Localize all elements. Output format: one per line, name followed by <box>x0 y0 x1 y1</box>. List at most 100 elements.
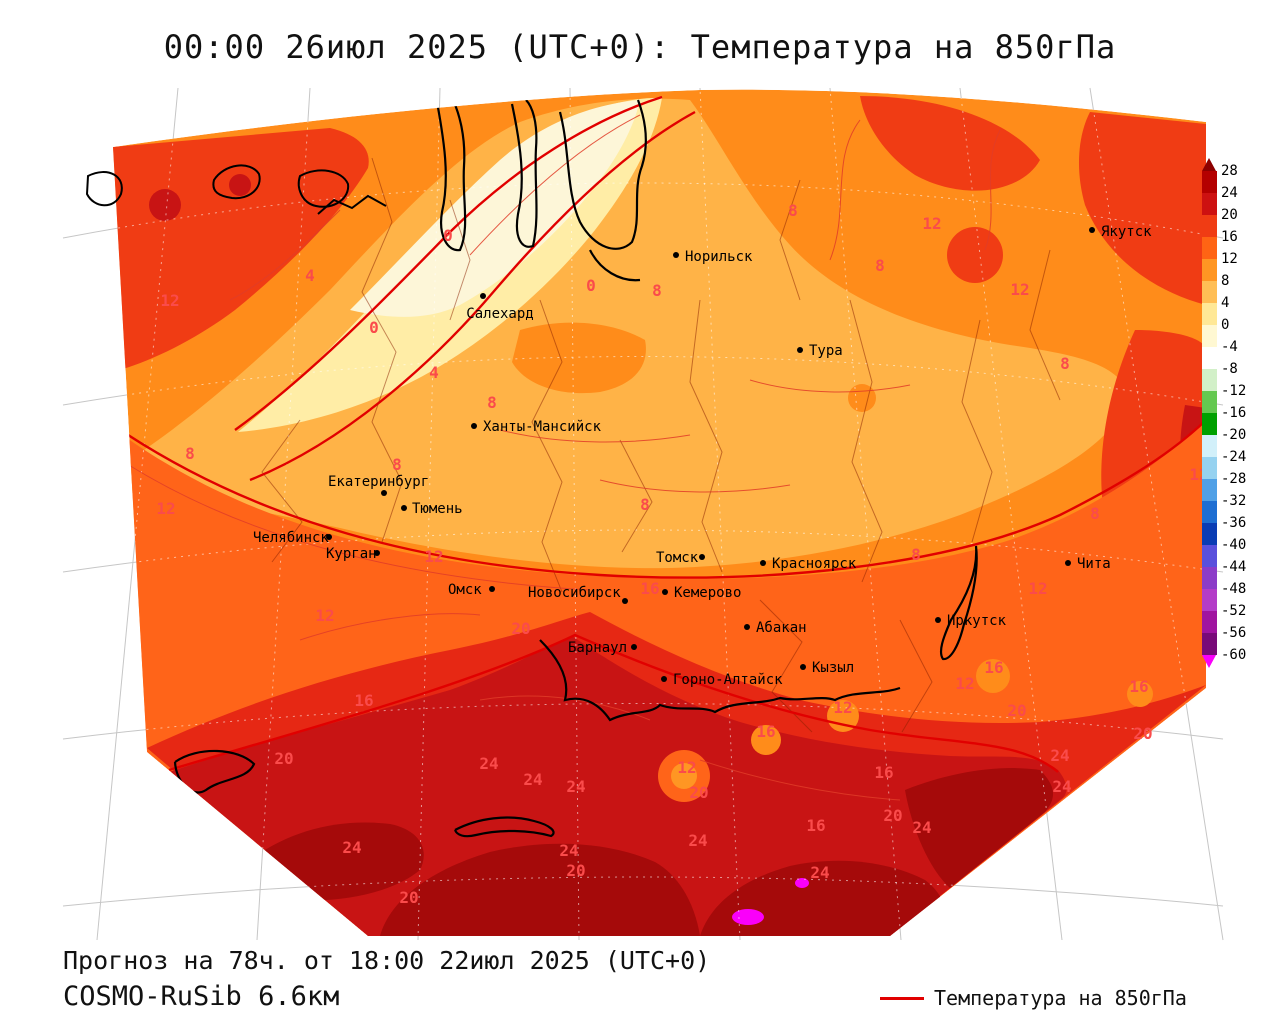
contour-value-label: 20 <box>274 749 293 768</box>
contour-value-label: 20 <box>1007 701 1026 720</box>
band-12-16-ne <box>860 96 1040 191</box>
contour-value-label: 24 <box>566 777 585 796</box>
contour-value-label: 12 <box>315 606 334 625</box>
contour-value-label: 24 <box>1052 777 1071 796</box>
colorbar-segment <box>1202 215 1217 237</box>
coastline-islands <box>85 164 387 215</box>
band-24-28 <box>905 768 1054 888</box>
city-label: Новосибирск <box>528 585 621 601</box>
colorbar-segment <box>1202 435 1217 457</box>
graticule-dashed <box>113 89 1206 936</box>
contour-value-label: 4 <box>429 363 439 382</box>
colorbar-segment <box>1202 325 1217 347</box>
contour-value-label: 12 <box>424 547 443 566</box>
contour-value-label: 8 <box>652 281 662 300</box>
colorbar-tick-label: -56 <box>1221 625 1247 641</box>
model-info: COSMO-RuSib 6.6км <box>63 981 340 1012</box>
city-dot <box>622 598 628 604</box>
city-dot <box>662 589 668 595</box>
contour-value-label: 8 <box>911 545 921 564</box>
colorbar-tick-label: 16 <box>1221 229 1238 245</box>
red-spot <box>229 174 251 196</box>
temperature-field <box>113 89 1206 936</box>
colorbar-tick-label: -28 <box>1221 471 1247 487</box>
contour-value-label: 16 <box>806 816 825 835</box>
colorbar-tick-label: 12 <box>1221 251 1238 267</box>
temperature-contours <box>113 95 1206 773</box>
orange-patch <box>512 322 646 394</box>
contour-value-label: 16 <box>874 763 893 782</box>
colorbar-segments <box>1202 171 1217 655</box>
city-dot <box>401 505 407 511</box>
colorbar-segment <box>1202 589 1217 611</box>
colorbar-tick-label: -12 <box>1221 383 1247 399</box>
red-spot <box>149 189 181 221</box>
city-label: Норильск <box>685 249 753 265</box>
contour-value-label: 12 <box>160 291 179 310</box>
colorbar-segment <box>1202 303 1217 325</box>
colorbar-tick-label: -24 <box>1221 449 1247 465</box>
city-label: Тюмень <box>412 501 463 517</box>
contour-value-label: 24 <box>1050 746 1069 765</box>
colorbar-tick-labels: 28 24 20 16 12 8 4 0 -4 -8 -12 -16 -20 -24 -28 -32 -36 -4… <box>1221 158 1265 698</box>
band-28-plus <box>732 909 764 925</box>
colorbar-tick-label: -40 <box>1221 537 1247 553</box>
contour-value-label: 20 <box>689 783 708 802</box>
colorbar-tick-label: -60 <box>1221 647 1247 663</box>
colorbar-tick-label: -4 <box>1221 339 1238 355</box>
city-label: Горно-Алтайск <box>673 672 783 688</box>
colorbar-tick-label: -16 <box>1221 405 1247 421</box>
city-dot <box>471 423 477 429</box>
contour-value-label: 12 <box>1028 579 1047 598</box>
contour-value-label: 8 <box>1060 354 1070 373</box>
contour-value-label: 12 <box>1010 280 1029 299</box>
contour-value-label: 12 <box>156 499 175 518</box>
cool-pocket <box>671 763 697 789</box>
city-dot <box>381 490 387 496</box>
colorbar-segment <box>1202 523 1217 545</box>
band-24-28 <box>380 843 700 936</box>
city-label: Чита <box>1077 556 1111 572</box>
contour-value-label: 8 <box>392 455 402 474</box>
legend-label: Температура на 850гПа <box>934 986 1187 1010</box>
colorbar-segment <box>1202 369 1217 391</box>
colorbar-segment <box>1202 281 1217 303</box>
band-12-16-nw <box>113 128 369 372</box>
cool-pocket <box>976 659 1010 693</box>
band-12-16-ne2 <box>1078 112 1206 305</box>
contour-value-label: 8 <box>487 393 497 412</box>
contour-value-label: 12 <box>922 214 941 233</box>
contour-value-label: 0 <box>443 226 453 245</box>
city-label: Кызыл <box>812 660 854 676</box>
contour-value-label: 4 <box>305 266 315 285</box>
city-dot <box>797 347 803 353</box>
colorbar-arrow-down-icon <box>1202 655 1216 668</box>
city-label: Томск <box>656 550 699 566</box>
colorbar-tick-label: -48 <box>1221 581 1247 597</box>
city-dot <box>374 550 380 556</box>
city-label: Омск <box>448 582 482 598</box>
forecast-info: Прогноз на 78ч. от 18:00 22июл 2025 (UTC… <box>63 946 711 975</box>
colorbar-tick-label: 20 <box>1221 207 1238 223</box>
contour-value-label: 12 <box>833 698 852 717</box>
city-label: Ханты-Мансийск <box>483 419 602 435</box>
city-label: Кемерово <box>674 585 741 601</box>
cool-pocket <box>751 725 781 755</box>
colorbar-segment <box>1202 171 1217 193</box>
colorbar-segment <box>1202 479 1217 501</box>
contour-value-label: 24 <box>559 841 578 860</box>
contour-value-label: 12 <box>677 758 696 777</box>
contour-value-label: 16 <box>640 579 659 598</box>
contour-value-label: 16 <box>1129 677 1148 696</box>
contour-value-label: 20 <box>566 861 585 880</box>
contour-value-label: 24 <box>810 863 829 882</box>
page-title: 00:00 26июл 2025 (UTC+0): Температура на… <box>163 28 1117 66</box>
colorbar-tick-label: -32 <box>1221 493 1247 509</box>
colorbar-tick-label: -8 <box>1221 361 1238 377</box>
city-label: Челябинск <box>253 530 329 546</box>
colorbar-tick-label: 28 <box>1221 163 1238 179</box>
colorbar-tick-label: 8 <box>1221 273 1230 289</box>
city-dot <box>1065 560 1071 566</box>
